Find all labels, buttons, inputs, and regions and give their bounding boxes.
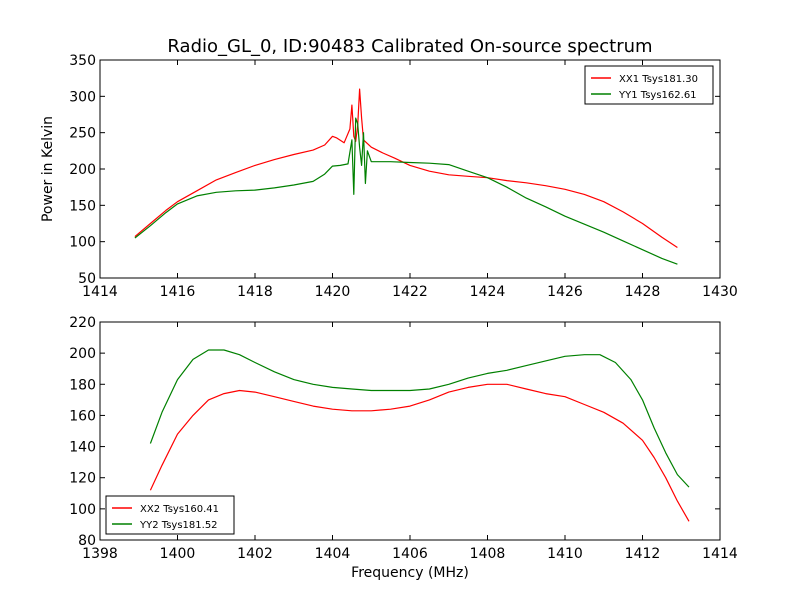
x-tick-label: 1400 <box>160 546 196 562</box>
x-tick-label: 1426 <box>547 284 583 300</box>
x-tick-label: 1424 <box>470 284 506 300</box>
x-tick-label: 1412 <box>625 546 661 562</box>
legend: XX1 Tsys181.30 YY1 Tsys162.61 <box>584 65 714 105</box>
series-line-top-1 <box>134 117 678 265</box>
x-tick-label: 1410 <box>547 546 583 562</box>
x-tick-label: 1398 <box>82 546 118 562</box>
y-tick-label: 150 <box>69 198 96 214</box>
y-axis-label: Power in Kelvin <box>40 116 56 222</box>
y-tick-label: 200 <box>69 346 96 362</box>
y-tick-label: 160 <box>69 408 96 424</box>
legend: XX2 Tsys160.41 YY2 Tsys181.52 <box>105 495 235 535</box>
legend-box <box>584 65 714 105</box>
x-tick-label: 1420 <box>315 284 351 300</box>
figure-title: Radio_GL_0, ID:90483 Calibrated On-sourc… <box>167 36 652 57</box>
x-axis-label: Frequency (MHz) <box>351 565 469 581</box>
y-tick-label: 350 <box>69 53 96 69</box>
x-tick-label: 1414 <box>702 546 738 562</box>
x-tick-label: 1404 <box>315 546 351 562</box>
y-tick-label: 50 <box>78 271 96 287</box>
y-tick-label: 100 <box>69 502 96 518</box>
legend-box <box>105 495 235 535</box>
x-tick-label: 1416 <box>160 284 196 300</box>
x-tick-label: 1414 <box>82 284 118 300</box>
bottom-spectrum-panel: 1398 1400 1402 1404 1406 1408 1410 1412 1414 80 10… <box>69 315 738 581</box>
series-line-bottom-0 <box>149 383 690 522</box>
x-tick-label: 1402 <box>237 546 273 562</box>
legend-entry: XX2 Tsys160.41 <box>140 504 219 515</box>
y-tick-label: 140 <box>69 440 96 456</box>
top-spectrum-panel: 1414 1416 1418 1420 1422 1424 1426 1428 1430 50 10… <box>40 53 738 300</box>
legend-entry: YY2 Tsys181.52 <box>139 520 218 531</box>
y-tick-label: 200 <box>69 162 96 178</box>
y-tick-label: 250 <box>69 126 96 142</box>
x-tick-label: 1408 <box>470 546 506 562</box>
x-tick-label: 1406 <box>392 546 428 562</box>
x-tick-label: 1422 <box>392 284 428 300</box>
y-tick-label: 300 <box>69 89 96 105</box>
y-tick-label: 120 <box>69 471 96 487</box>
y-tick-label: 100 <box>69 235 96 251</box>
x-tick-label: 1418 <box>237 284 273 300</box>
x-tick-label: 1430 <box>702 284 738 300</box>
series-line-top-0 <box>134 88 678 249</box>
y-tick-label: 220 <box>69 315 96 331</box>
legend-entry: XX1 Tsys181.30 <box>619 74 698 85</box>
legend-entry: YY1 Tsys162.61 <box>618 90 697 101</box>
y-tick-label: 180 <box>69 377 96 393</box>
x-tick-label: 1428 <box>625 284 661 300</box>
series-line-bottom-1 <box>149 349 690 488</box>
y-tick-label: 80 <box>78 533 96 549</box>
